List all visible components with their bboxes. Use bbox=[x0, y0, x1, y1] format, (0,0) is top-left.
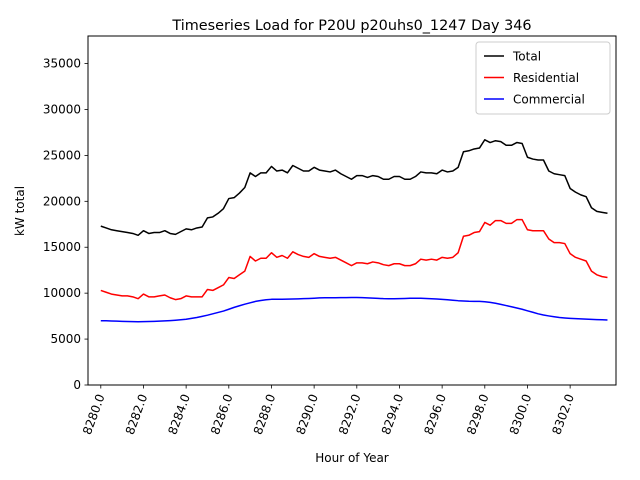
legend-label-commercial: Commercial bbox=[513, 93, 585, 107]
y-tick-label: 0 bbox=[73, 378, 81, 392]
chart-title: Timeseries Load for P20U p20uhs0_1247 Da… bbox=[171, 18, 531, 34]
series-line-total bbox=[100, 139, 608, 237]
x-axis-label: Hour of Year bbox=[315, 451, 389, 465]
y-tick-label: 30000 bbox=[43, 102, 81, 116]
y-tick-label: 35000 bbox=[43, 57, 81, 71]
legend-label-total: Total bbox=[512, 50, 541, 64]
y-tick-label: 5000 bbox=[50, 332, 81, 346]
y-tick-label: 20000 bbox=[43, 194, 81, 208]
y-tick-label: 25000 bbox=[43, 148, 81, 162]
y-tick-label: 15000 bbox=[43, 240, 81, 254]
series-line-commercial bbox=[100, 296, 608, 323]
legend: Total Residential Commercial bbox=[475, 41, 611, 115]
legend-box bbox=[475, 41, 611, 115]
plot-frame bbox=[87, 35, 617, 386]
y-tick-label: 10000 bbox=[43, 286, 81, 300]
plot-lines bbox=[100, 139, 608, 323]
y-axis: 0 5000 10000 15000 20000 25000 30000 35000 bbox=[43, 57, 88, 392]
legend-label-residential: Residential bbox=[513, 71, 579, 85]
y-axis-label: kW total bbox=[13, 186, 27, 236]
series-line-residential bbox=[100, 218, 608, 301]
